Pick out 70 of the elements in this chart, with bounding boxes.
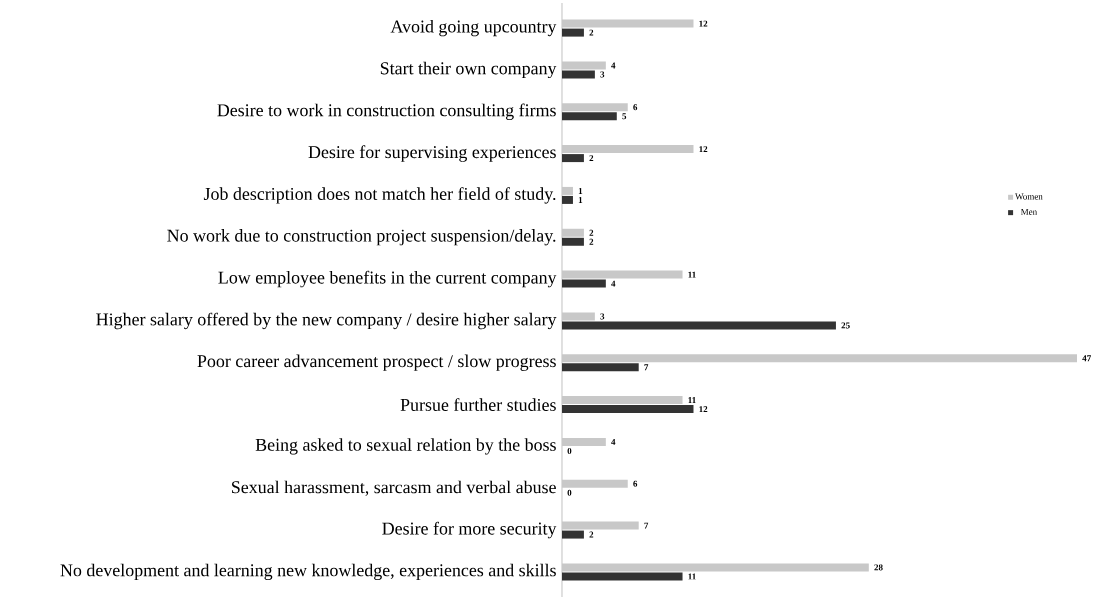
y-tick-label: Job description does not match her field of study. <box>203 187 556 204</box>
data-label: 11 <box>688 271 696 278</box>
bar <box>562 321 836 330</box>
bar <box>562 437 606 446</box>
bar <box>562 195 573 204</box>
data-label: 28 <box>874 564 883 571</box>
y-tick-label: Poor career advancement prospect / slow progress <box>197 354 556 371</box>
data-label: 12 <box>699 146 708 153</box>
bar <box>562 405 694 414</box>
bar <box>562 61 606 70</box>
bar <box>562 154 584 163</box>
data-label: 0 <box>567 447 572 454</box>
bar <box>562 479 628 488</box>
y-tick-label: Desire for more security <box>382 521 557 539</box>
data-label: 4 <box>611 280 616 287</box>
y-tick-label: Higher salary offered by the new company / desire higher salary <box>96 312 557 330</box>
legend-label: Women <box>1015 193 1043 200</box>
data-label: 47 <box>1082 355 1091 362</box>
data-label: 2 <box>589 531 594 538</box>
bar <box>562 521 639 530</box>
data-label: 2 <box>589 155 594 162</box>
bar <box>562 237 584 246</box>
data-label: 4 <box>611 438 616 445</box>
y-tick-label: Desire to work in construction consulting firms <box>217 103 556 121</box>
bar <box>562 270 683 279</box>
data-label: 3 <box>600 71 605 78</box>
data-label: 6 <box>633 480 638 487</box>
data-label: 1 <box>578 196 583 203</box>
y-tick-label: No work due to construction project suspension/delay. <box>167 229 556 246</box>
bar <box>562 28 584 37</box>
bar <box>562 112 617 121</box>
data-label: 11 <box>688 397 696 404</box>
y-tick-label: Start their own company <box>380 61 557 79</box>
bar <box>562 312 595 321</box>
bar <box>562 70 595 79</box>
y-tick-label: Low employee benefits in the current company <box>218 270 557 288</box>
bar <box>562 572 683 581</box>
data-label: 11 <box>688 573 696 580</box>
y-tick-label: Sexual harassment, sarcasm and verbal abuse <box>232 480 556 496</box>
bar <box>562 228 584 237</box>
data-label: 6 <box>633 104 638 111</box>
data-label: 2 <box>589 229 594 236</box>
bar <box>562 563 869 572</box>
y-tick-label: Being asked to sexual relation by the boss <box>255 438 556 455</box>
data-label: 1 <box>578 187 583 194</box>
bar <box>562 19 694 28</box>
data-label: 4 <box>611 62 616 69</box>
data-label: 2 <box>589 238 594 245</box>
y-tick-label: Pursue further studies <box>400 398 556 411</box>
data-label: 12 <box>699 406 708 413</box>
legend-label: Men <box>1020 208 1037 215</box>
data-label: 2 <box>589 29 594 36</box>
y-tick-label: Avoid going upcountry <box>390 19 557 37</box>
data-label: 3 <box>600 313 605 320</box>
bar <box>562 363 639 372</box>
data-label: 12 <box>699 20 708 27</box>
bar <box>562 354 1078 363</box>
bar <box>562 186 573 195</box>
bar <box>562 103 628 112</box>
bar <box>562 145 694 154</box>
data-label: 25 <box>841 322 850 329</box>
data-label: 5 <box>622 113 627 120</box>
bar <box>562 530 584 539</box>
data-label: 7 <box>644 522 649 529</box>
bar <box>562 396 683 405</box>
y-tick-label: No development and learning new knowledge, experiences and skills <box>60 563 556 581</box>
data-label: 7 <box>644 364 649 371</box>
bar <box>562 279 606 288</box>
y-tick-label: Desire for supervising experiences <box>308 145 556 162</box>
data-label: 0 <box>567 489 572 496</box>
